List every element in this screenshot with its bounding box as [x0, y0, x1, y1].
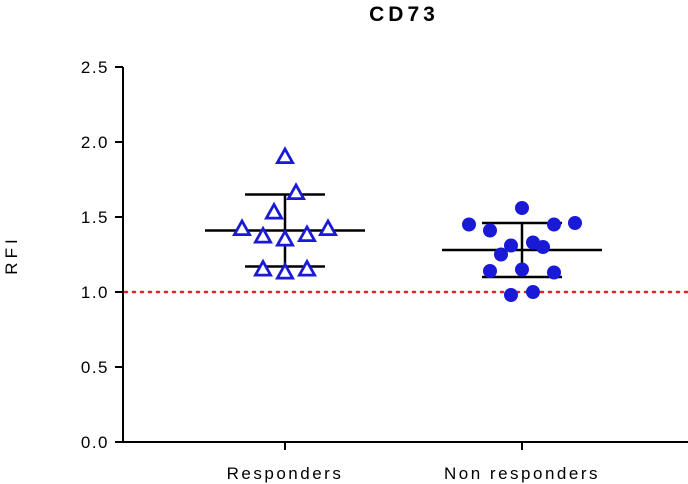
x-tick-label: Non responders	[444, 464, 600, 483]
data-point-circle	[504, 238, 518, 253]
data-point-circle	[547, 265, 561, 280]
data-point-circle	[494, 247, 508, 262]
y-tick-label: 2.5	[81, 58, 109, 77]
plot-area: 0.0 0.5 1.0 1.5 2.0 2.5 Responders Non responde…	[81, 58, 688, 483]
data-point-circle	[547, 217, 561, 232]
data-point-triangle	[232, 218, 252, 237]
data-point-triangle	[275, 228, 295, 247]
data-point-triangle	[275, 261, 295, 280]
data-point-circle	[536, 240, 550, 254]
data-point-triangle	[286, 182, 306, 201]
y-tick-label: 2.0	[81, 133, 109, 152]
y-tick-label: 0.5	[81, 358, 109, 377]
data-point-triangle	[253, 225, 273, 244]
data-point-triangle	[253, 258, 273, 277]
y-tick-label: 1.5	[81, 208, 109, 227]
data-point-triangle	[275, 146, 295, 165]
data-point-circle	[462, 217, 476, 232]
data-point-triangle	[297, 224, 317, 243]
chart-title: CD73	[369, 3, 439, 26]
data-point-circle	[483, 223, 497, 238]
data-point-circle	[515, 201, 529, 215]
data-point-triangle	[297, 258, 317, 277]
data-point-circle	[568, 216, 582, 230]
data-point-circle	[526, 285, 540, 299]
y-tick-label: 0.0	[81, 433, 109, 452]
y-axis-label: RFI	[2, 235, 21, 274]
x-tick-label: Responders	[227, 464, 344, 483]
data-point-circle	[483, 264, 497, 278]
data-point-triangle	[264, 201, 284, 220]
data-point-triangle	[318, 218, 338, 237]
data-point-circle	[515, 262, 529, 277]
data-point-circle	[504, 288, 518, 302]
y-tick-label: 1.0	[81, 283, 109, 302]
